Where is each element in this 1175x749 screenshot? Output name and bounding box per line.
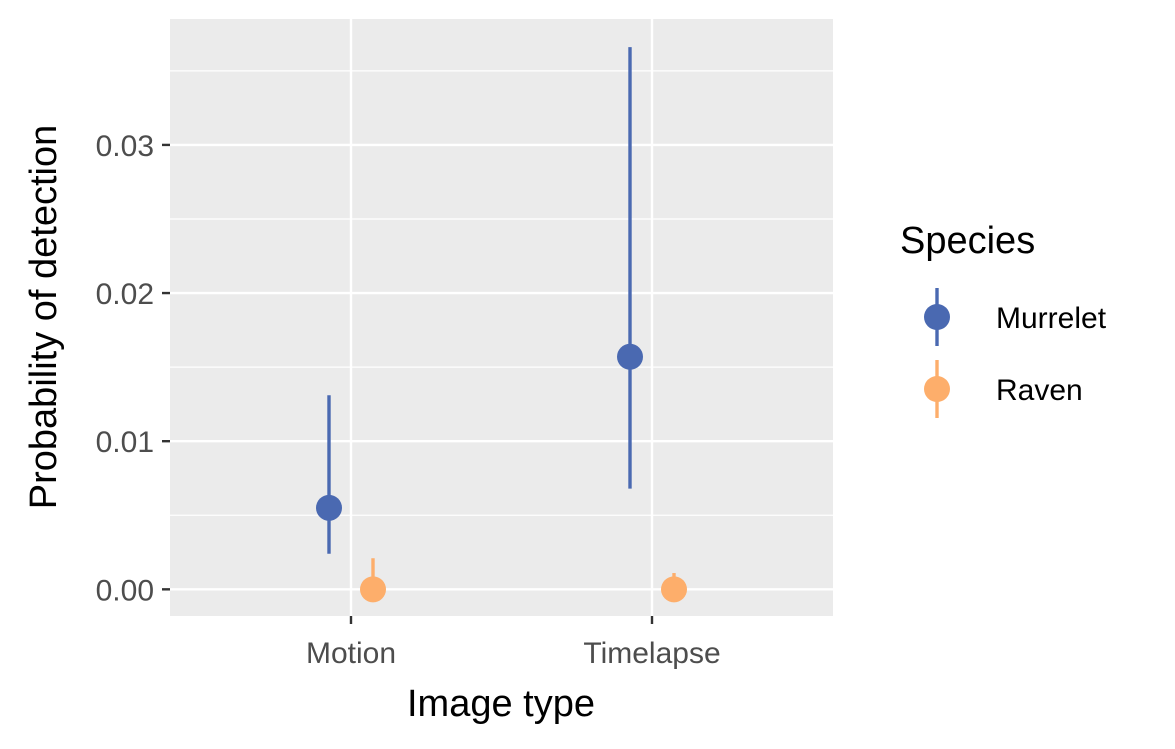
legend-label-murrelet: Murrelet [996,302,1107,335]
point-murrelet [617,343,643,370]
x-axis-title: Image type [407,683,595,725]
point-raven [661,576,687,603]
panel-background [170,19,833,616]
data-points [316,343,687,603]
x-tick-label: Motion [306,637,396,670]
point-raven [360,576,386,603]
y-axis: 0.00 0.01 0.02 0.03 [96,130,170,607]
y-tick-label: 0.00 [96,574,154,607]
x-tick-label: Timelapse [583,637,720,670]
legend-title: Species [900,220,1035,262]
x-axis: Motion Timelapse [306,616,721,670]
y-tick-label: 0.02 [96,278,154,311]
y-tick-label: 0.03 [96,130,154,163]
legend-key-point-raven [924,376,950,402]
y-tick-label: 0.01 [96,426,154,459]
point-murrelet [316,494,342,521]
legend: Species Murrelet Raven [900,220,1107,418]
y-axis-title: Probability of detection [23,125,65,509]
minor-gridlines [170,70,833,516]
legend-key-point-murrelet [924,304,950,330]
legend-label-raven: Raven [996,374,1083,407]
major-gridlines [170,19,833,616]
